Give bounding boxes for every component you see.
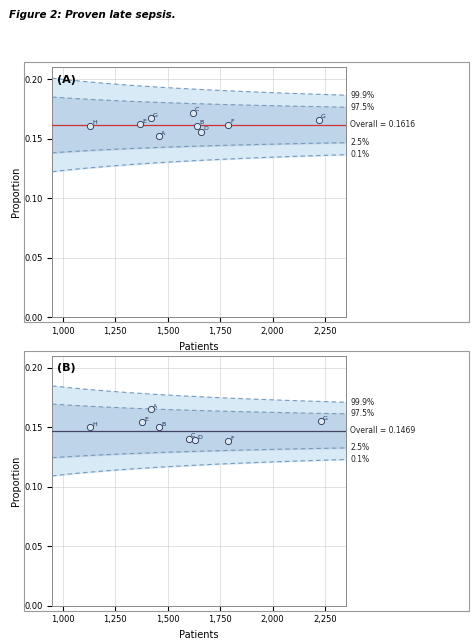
- Text: 97.5%: 97.5%: [350, 103, 374, 112]
- Text: E: E: [142, 119, 146, 124]
- Y-axis label: Proportion: Proportion: [11, 456, 21, 506]
- Text: 97.5%: 97.5%: [350, 410, 374, 419]
- Text: 0.1%: 0.1%: [350, 455, 370, 464]
- Text: B: B: [161, 422, 165, 427]
- Text: (B): (B): [56, 363, 75, 373]
- Text: 99.9%: 99.9%: [350, 398, 374, 407]
- Text: 99.9%: 99.9%: [350, 90, 374, 100]
- Text: G: G: [321, 114, 326, 119]
- Text: 0.1%: 0.1%: [350, 150, 370, 159]
- Text: H: H: [92, 422, 97, 427]
- Text: C: C: [191, 433, 195, 438]
- Y-axis label: Proportion: Proportion: [11, 167, 21, 217]
- Text: G: G: [153, 113, 158, 118]
- Text: H: H: [92, 120, 97, 125]
- Text: A: A: [153, 404, 157, 409]
- X-axis label: Patients: Patients: [179, 630, 219, 640]
- Text: (A): (A): [56, 75, 75, 85]
- Text: F: F: [230, 119, 234, 124]
- Text: D: D: [197, 435, 202, 440]
- X-axis label: Patients: Patients: [179, 342, 219, 351]
- Text: G: G: [323, 415, 328, 420]
- Text: E: E: [145, 417, 148, 422]
- Text: 2.5%: 2.5%: [350, 138, 370, 147]
- Text: D: D: [203, 126, 208, 131]
- Text: C: C: [195, 107, 199, 112]
- Text: Figure 2: Proven late sepsis.: Figure 2: Proven late sepsis.: [9, 10, 176, 20]
- Text: A: A: [161, 131, 165, 136]
- Text: B: B: [199, 120, 203, 125]
- Text: Overall = 0.1616: Overall = 0.1616: [350, 121, 416, 129]
- Text: Overall = 0.1469: Overall = 0.1469: [350, 426, 416, 435]
- Text: 2.5%: 2.5%: [350, 444, 370, 453]
- Text: F: F: [230, 436, 234, 441]
